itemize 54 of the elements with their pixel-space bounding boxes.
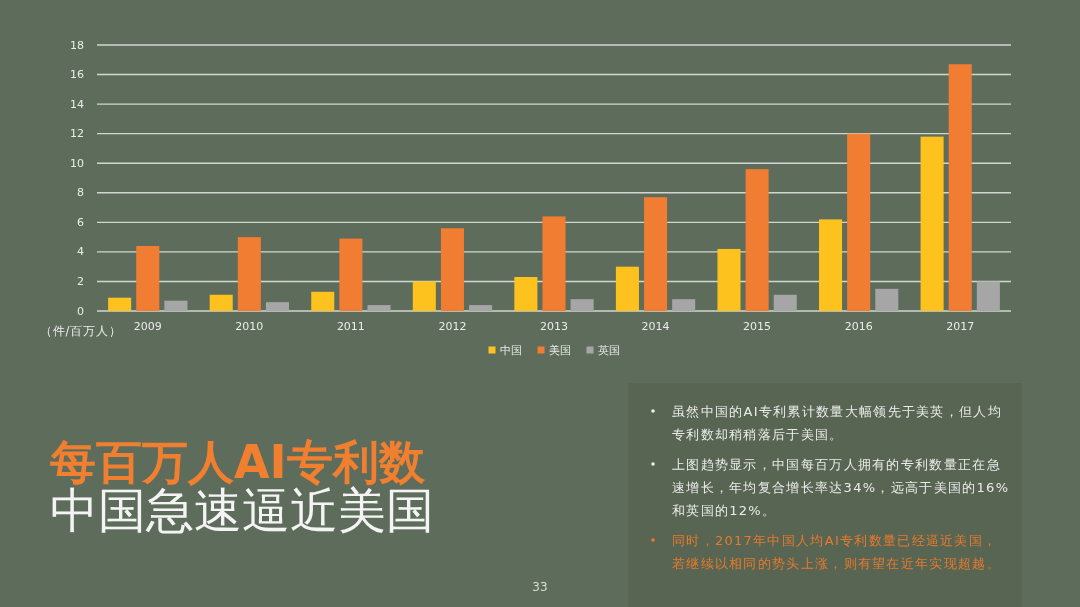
bar <box>920 136 944 311</box>
legend-label: 英国 <box>597 343 620 357</box>
bar <box>819 219 843 311</box>
bar <box>615 266 639 311</box>
bar <box>875 288 899 311</box>
bar <box>237 237 261 311</box>
bar <box>164 300 188 311</box>
bar <box>367 305 391 311</box>
bar <box>672 299 696 311</box>
x-tick-label: 2015 <box>743 319 772 333</box>
x-tick-label: 2009 <box>133 319 162 333</box>
y-tick-label: 8 <box>77 186 84 200</box>
bar <box>265 302 289 311</box>
bar <box>108 297 132 311</box>
bar <box>570 299 594 311</box>
bar <box>773 294 797 311</box>
bar <box>209 294 233 311</box>
bar <box>542 216 566 311</box>
y-tick-label: 16 <box>70 68 84 82</box>
x-tick-label: 2014 <box>641 319 670 333</box>
y-tick-label: 6 <box>77 215 84 229</box>
x-tick-label: 2016 <box>844 319 873 333</box>
x-tick-label: 2017 <box>946 319 975 333</box>
bar <box>136 245 160 311</box>
y-tick-label: 12 <box>70 127 84 141</box>
y-axis-title: （件/百万人） <box>39 324 123 338</box>
x-tick-label: 2010 <box>235 319 264 333</box>
text: 33 <box>532 580 548 594</box>
bar <box>644 197 668 311</box>
y-tick-label: 0 <box>77 304 84 318</box>
legend-label: 中国 <box>499 343 522 357</box>
bar <box>745 169 769 311</box>
bar <box>339 238 363 311</box>
bar <box>469 305 493 311</box>
bar <box>311 291 335 311</box>
bar <box>847 133 871 311</box>
bar <box>514 277 538 311</box>
y-tick-label: 10 <box>70 156 84 170</box>
legend-label: 美国 <box>548 343 571 357</box>
text: 同时，2017年中国人均AI专利数量已经逼近美国，若继续以相同的势头上涨，则有望在近年实现超越。 <box>672 532 1001 571</box>
text: 上图趋势显示，中国每百万人拥有的专利数量正在急速增长，年均复合增长率达34%，远高于美国的16%和英国的12%。 <box>672 456 1010 518</box>
bar <box>976 281 1000 311</box>
y-tick-label: 2 <box>77 274 84 288</box>
x-tick-label: 2013 <box>540 319 568 333</box>
bar <box>948 64 972 311</box>
x-tick-label: 2012 <box>438 319 467 333</box>
x-tick-label: 2011 <box>336 319 365 333</box>
y-tick-label: 14 <box>70 97 84 111</box>
y-tick-label: 4 <box>77 245 84 259</box>
text: 虽然中国的AI专利累计数量大幅领先于美英，但人均专利数却稍稍落后于美国。 <box>672 403 1002 442</box>
y-tick-label: 18 <box>70 38 84 52</box>
bar <box>717 248 741 311</box>
bar <box>412 281 436 311</box>
bar <box>440 228 464 311</box>
